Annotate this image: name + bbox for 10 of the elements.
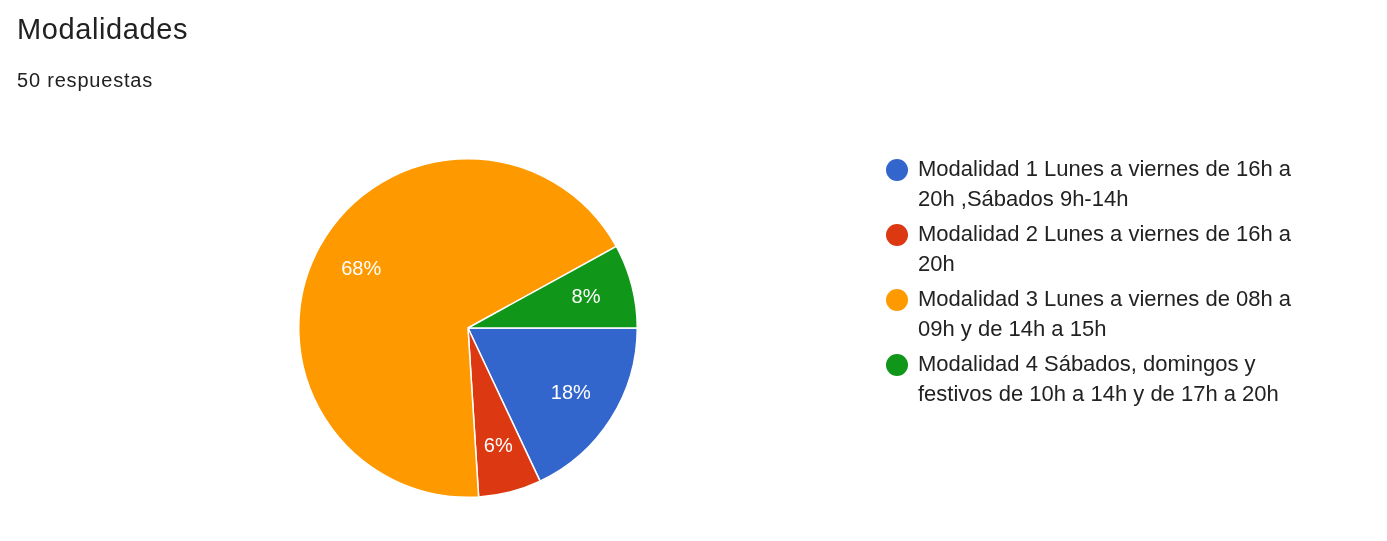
data-label: 68%	[341, 256, 382, 279]
data-label: 8%	[571, 285, 601, 308]
legend-label: Modalidad 3 Lunes a viernes de 08h a 09h y de 14h a 15h	[918, 285, 1293, 343]
data-label: 6%	[483, 433, 513, 456]
legend-label: Modalidad 1 Lunes a viernes de 16h a 20h ,Sábados 9h-14h	[918, 155, 1293, 213]
legend-label: Modalidad 4 Sábados, domingos y festivos de 10h a 14h y de 17h a 20h	[918, 350, 1280, 408]
chart-title: Modalidades	[17, 12, 189, 47]
legend-label: Modalidad 2 Lunes a viernes de 16h a 20h	[918, 220, 1293, 278]
text: 50 respuestas	[17, 68, 154, 93]
data-label: 18%	[550, 380, 592, 403]
